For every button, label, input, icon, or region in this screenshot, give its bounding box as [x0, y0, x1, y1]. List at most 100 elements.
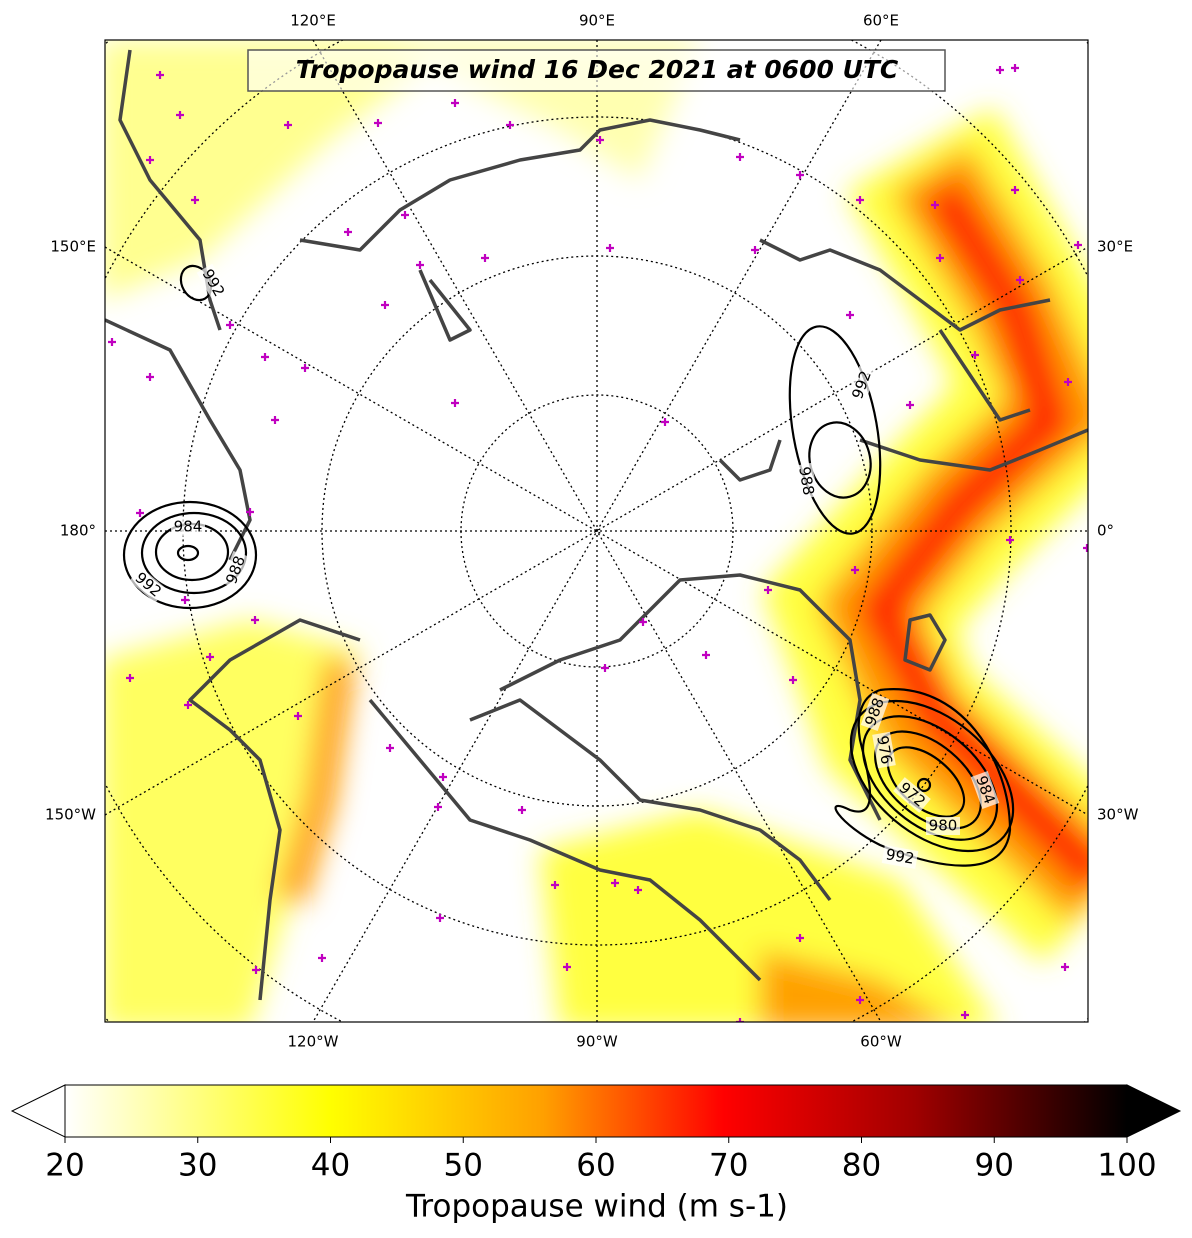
contour-label-bg [926, 817, 960, 835]
obs-marker [634, 886, 642, 894]
obs-marker [563, 963, 571, 971]
obs-marker [261, 353, 269, 361]
contour-label-bg [129, 567, 167, 603]
observation-markers [108, 64, 1088, 1022]
contour-label: 980 [929, 817, 958, 835]
obs-marker [401, 211, 409, 219]
colorbar-body [64, 1084, 1128, 1138]
obs-marker [318, 954, 326, 962]
obs-marker [764, 586, 772, 594]
obs-marker [451, 399, 459, 407]
obs-marker [146, 373, 154, 381]
colorbar-tick-label: 100 [1097, 1148, 1156, 1184]
colorbar: 20 30 40 50 60 70 80 90 100 [10, 1084, 1182, 1184]
obs-marker [606, 244, 614, 252]
obs-marker [1083, 544, 1088, 552]
colorbar-tick-label: 40 [311, 1148, 350, 1184]
obs-marker [344, 228, 352, 236]
colorbar-extend-max [1126, 1084, 1182, 1138]
obs-marker [156, 71, 164, 79]
obs-marker [434, 803, 442, 811]
contour-label-bg [847, 365, 877, 405]
lon-label: 30°E [1097, 238, 1133, 256]
obs-marker [796, 171, 804, 179]
obs-marker [206, 653, 214, 661]
lon-label: 60°W [860, 1033, 902, 1051]
contour-label-bg [872, 731, 896, 769]
obs-marker [996, 66, 1004, 74]
obs-marker [126, 674, 134, 682]
obs-marker [1011, 64, 1019, 72]
obs-marker [856, 996, 864, 1004]
coastlines [105, 49, 1088, 1001]
contour-label: 976 [873, 734, 896, 765]
title: Tropopause wind 16 Dec 2021 at 0600 UTC [296, 55, 899, 84]
obs-marker [294, 712, 302, 720]
obs-marker [439, 773, 447, 781]
obs-marker [252, 966, 260, 974]
obs-marker [1064, 378, 1072, 386]
contour-label-bg [860, 692, 890, 732]
obs-marker [1074, 241, 1082, 249]
obs-marker [736, 153, 744, 161]
contour-label: 988 [795, 465, 818, 496]
lon-label: 30°W [1097, 806, 1139, 824]
obs-marker [246, 508, 254, 516]
obs-marker [611, 879, 619, 887]
contour-label: 992 [884, 845, 915, 868]
obs-marker [906, 401, 914, 409]
obs-marker [751, 246, 759, 254]
contour-label-bg [196, 263, 230, 303]
lon-label: 90°E [579, 12, 615, 30]
lon-label: 120°E [290, 12, 336, 30]
obs-marker [936, 254, 944, 262]
contour-label-bg [893, 777, 931, 813]
colorbar-extend-min [10, 1084, 66, 1138]
obs-marker [846, 311, 854, 319]
obs-marker [601, 664, 609, 672]
obs-marker [1011, 186, 1019, 194]
obs-marker [374, 119, 382, 127]
obs-marker [451, 99, 459, 107]
obs-marker [702, 651, 710, 659]
obs-marker [1016, 276, 1024, 284]
obs-marker [506, 121, 514, 129]
obs-marker [386, 744, 394, 752]
obs-marker [661, 418, 669, 426]
lon-label: 60°E [863, 12, 899, 30]
obs-marker [301, 364, 309, 372]
obs-marker [851, 566, 859, 574]
title-box [247, 49, 946, 92]
map-frame [104, 39, 1089, 1023]
obs-marker [146, 156, 154, 164]
obs-marker [481, 254, 489, 262]
obs-marker [226, 321, 234, 329]
obs-marker [436, 914, 444, 922]
lon-label: 120°W [288, 1033, 339, 1051]
obs-marker [176, 111, 184, 119]
contour-label-bg [221, 550, 251, 590]
colorbar-tick-label: 30 [178, 1148, 217, 1184]
lon-label: 90°W [576, 1033, 618, 1051]
obs-marker [518, 806, 526, 814]
obs-marker [961, 1011, 969, 1019]
colorbar-tick-label: 20 [45, 1148, 84, 1184]
obs-marker [789, 676, 797, 684]
obs-marker [136, 509, 144, 517]
obs-marker [108, 338, 116, 346]
obs-marker [191, 196, 199, 204]
obs-marker [736, 1018, 744, 1022]
colorbar-label: Tropopause wind (m s-1) [405, 1189, 788, 1225]
obs-marker [639, 618, 647, 626]
lon-label: 150°E [50, 238, 96, 256]
contour-label-bg [794, 462, 818, 500]
obs-marker [971, 351, 979, 359]
obs-marker [381, 301, 389, 309]
obs-marker [271, 416, 279, 424]
colorbar-tick-label: 90 [975, 1148, 1014, 1184]
obs-marker [184, 701, 192, 709]
contour-label-bg [970, 770, 1000, 810]
colorbar-tick-label: 60 [576, 1148, 615, 1184]
